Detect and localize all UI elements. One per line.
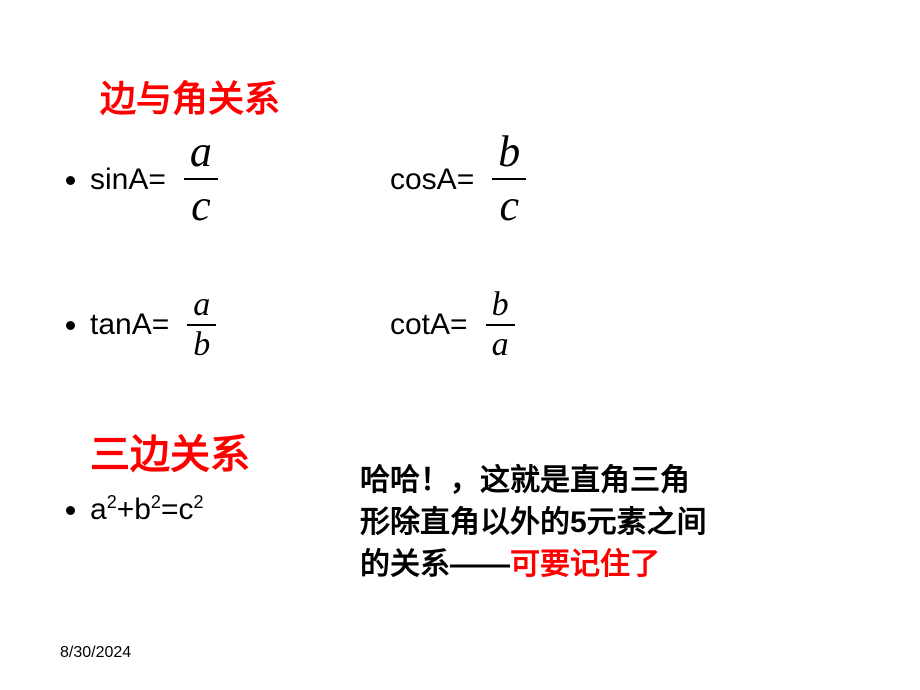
cot-fraction: b a [486,288,515,362]
note-text-1: 哈哈！，这就是直角三角 [360,464,690,497]
slide-date: 8/30/2024 [60,644,131,662]
cos-label: cosA= [390,163,474,196]
note-text-3b: 可要记住了 [510,548,660,581]
slide-content: 边与角关系 sinA= a c cosA= b c [0,0,920,690]
sin-den: c [185,180,217,228]
heading-side-angle: 边与角关系 [100,70,860,122]
cot-label: cotA= [390,308,468,341]
cot-num: b [486,288,515,324]
note-text-3a: 的关系—— [360,548,510,581]
cos-num: b [492,130,526,178]
sin-num: a [184,130,218,178]
reminder-note: 哈哈！，这就是直角三角 形除直角以外的5元素之间 的关系——可要记住了 [360,460,890,586]
formula-row-1: sinA= a c cosA= b c [90,130,860,228]
tan-label: tanA= [90,308,169,341]
cos-fraction: b c [492,130,526,228]
sin-label: sinA= [90,163,166,196]
note-text-2: 形除直角以外的5元素之间 [360,506,707,539]
sin-fraction: a c [184,130,218,228]
pythagoras-formula: a2+b2=c2 [90,493,203,526]
formula-row-2: tanA= a b cotA= b a [90,288,860,362]
tan-den: b [187,326,216,362]
tan-num: a [187,288,216,324]
formula-list: sinA= a c cosA= b c [90,130,860,362]
cos-den: c [493,180,525,228]
tan-fraction: a b [187,288,216,362]
cot-den: a [486,326,515,362]
